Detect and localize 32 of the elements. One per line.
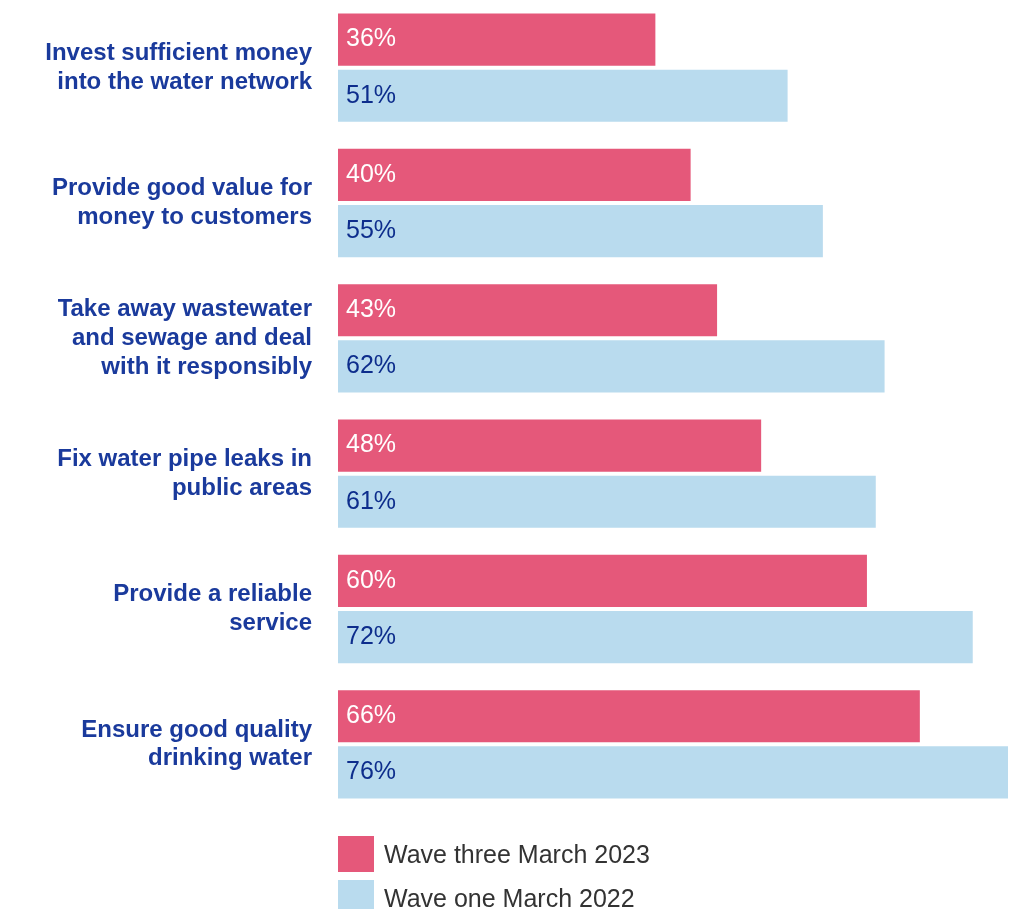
data-label: 51% bbox=[346, 79, 397, 108]
y-tick-label: Fix water pipe leaks in public areas bbox=[57, 443, 312, 500]
y-tick-label: Provide a reliable service bbox=[113, 579, 312, 636]
data-label: 62% bbox=[346, 350, 397, 379]
legend-label: Wave three March 2023 bbox=[384, 839, 650, 869]
y-tick-label: Provide good value for money to customers bbox=[51, 173, 312, 230]
data-label: 72% bbox=[346, 620, 397, 649]
legend-label: Wave one March 2022 bbox=[384, 883, 635, 909]
data-label: 55% bbox=[346, 214, 397, 243]
bar bbox=[338, 554, 867, 608]
bar bbox=[338, 690, 920, 743]
data-label: 48% bbox=[346, 429, 397, 458]
bar bbox=[338, 419, 762, 472]
bar bbox=[338, 284, 718, 337]
data-label: 43% bbox=[346, 294, 397, 323]
y-tick-label: Ensure good quality drinking water bbox=[81, 714, 313, 771]
bar bbox=[338, 610, 973, 664]
y-tick-label: Take away wastewater and sewage and deal with it responsibly bbox=[57, 294, 313, 379]
bar bbox=[338, 340, 885, 393]
data-label: 40% bbox=[346, 158, 397, 187]
bar bbox=[338, 204, 823, 258]
data-label: 60% bbox=[346, 564, 397, 593]
data-label: 66% bbox=[346, 700, 397, 729]
data-label: 76% bbox=[346, 756, 397, 785]
y-tick-label: Invest sufficient money into the water network bbox=[45, 37, 313, 94]
data-label: 61% bbox=[346, 485, 397, 514]
data-label: 36% bbox=[346, 23, 397, 52]
bar bbox=[338, 148, 691, 202]
bar bbox=[338, 69, 788, 122]
bar bbox=[338, 475, 876, 528]
bar bbox=[338, 13, 656, 66]
bar bbox=[338, 746, 1008, 799]
